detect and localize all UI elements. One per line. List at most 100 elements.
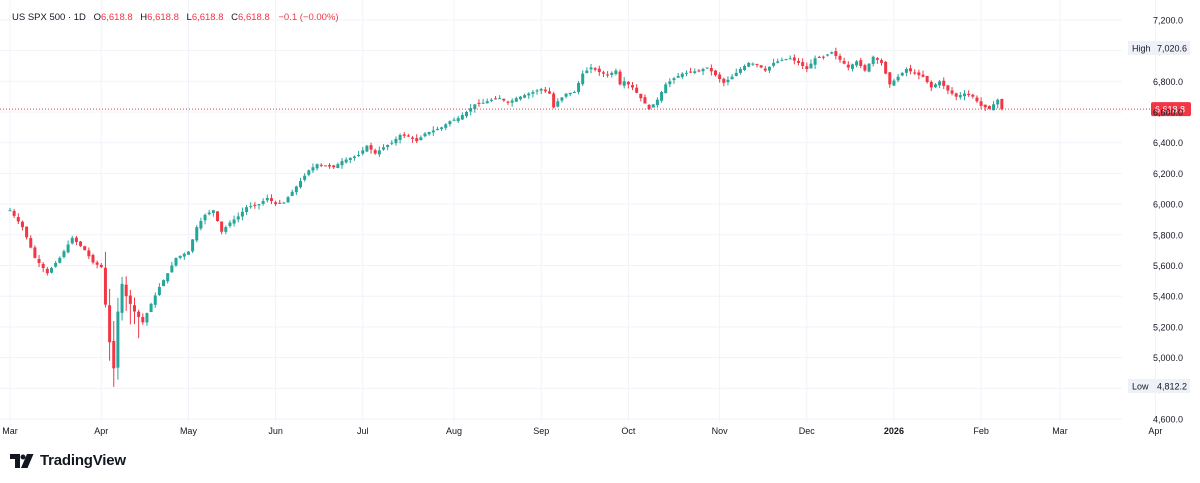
candle-down bbox=[373, 150, 377, 154]
candle-down bbox=[801, 62, 805, 66]
time-tick-label: Dec bbox=[799, 426, 816, 436]
candle-down bbox=[133, 305, 136, 312]
price-tick-label: 6,800.0 bbox=[1153, 77, 1183, 87]
candle-up bbox=[203, 214, 207, 221]
candle-up bbox=[211, 210, 215, 213]
candle-down bbox=[884, 61, 888, 74]
candle-up bbox=[651, 104, 655, 108]
open-label: O bbox=[93, 12, 101, 23]
last-price-badge bbox=[1151, 102, 1191, 117]
candle-down bbox=[631, 85, 634, 88]
candle-up bbox=[622, 81, 626, 86]
price-tick-label: 7,200.0 bbox=[1153, 15, 1183, 25]
candle-down bbox=[954, 93, 958, 97]
candle-down bbox=[834, 51, 838, 56]
time-tick-label: Apr bbox=[94, 426, 108, 436]
candle-up bbox=[149, 303, 153, 312]
candle-down bbox=[597, 68, 601, 73]
price-tick-label: 6,400.0 bbox=[1153, 138, 1183, 148]
candle-up bbox=[361, 150, 365, 154]
candle-up bbox=[531, 92, 535, 94]
price-axis[interactable]: 7,200.07,000.06,800.06,600.06,400.06,200… bbox=[1153, 15, 1183, 424]
candle-up bbox=[191, 239, 195, 252]
candle-down bbox=[220, 221, 224, 232]
low-value: 6,618.8 bbox=[191, 12, 224, 23]
candle-up bbox=[228, 222, 232, 227]
candle-up bbox=[116, 311, 120, 368]
candle-up bbox=[365, 145, 369, 152]
candle-down bbox=[838, 56, 842, 60]
candle-up bbox=[465, 112, 468, 117]
price-tick-label: 6,200.0 bbox=[1153, 169, 1183, 179]
candle-down bbox=[253, 204, 257, 206]
symbol-title[interactable]: US SPX 500 · 1D bbox=[12, 12, 86, 23]
time-tick-label: Feb bbox=[973, 426, 989, 436]
candle-up bbox=[813, 58, 817, 65]
candle-up bbox=[933, 84, 937, 88]
candle-up bbox=[498, 98, 502, 100]
candle-down bbox=[875, 58, 879, 60]
candle-up bbox=[705, 67, 709, 69]
candle-up bbox=[809, 63, 813, 69]
candle-down bbox=[20, 221, 24, 228]
candle-up bbox=[157, 286, 161, 295]
candle-up bbox=[195, 227, 199, 241]
candle-down bbox=[502, 98, 506, 101]
low-marker-badge bbox=[1128, 379, 1190, 393]
candle-down bbox=[25, 226, 29, 238]
candle-up bbox=[560, 97, 564, 101]
candle-down bbox=[921, 74, 925, 77]
candle-up bbox=[830, 52, 834, 54]
candle-down bbox=[606, 74, 610, 76]
last-price-label: 6,618.8 bbox=[1155, 105, 1185, 115]
time-tick-label: Jul bbox=[357, 426, 369, 436]
time-tick-label: Mar bbox=[1052, 426, 1068, 436]
high-value: 6,618.8 bbox=[147, 12, 179, 23]
candle-up bbox=[772, 62, 776, 66]
candle-up bbox=[564, 93, 568, 97]
candle-down bbox=[714, 70, 717, 76]
candle-up bbox=[448, 121, 452, 125]
candle-down bbox=[913, 72, 917, 74]
candle-up bbox=[282, 202, 286, 204]
candle-down bbox=[917, 72, 921, 76]
candle-down bbox=[548, 91, 551, 94]
candle-up bbox=[568, 92, 572, 95]
candle-down bbox=[494, 98, 498, 100]
candle-up bbox=[348, 158, 352, 161]
candle-up bbox=[743, 65, 747, 70]
time-axis[interactable]: Mar Apr May Jun Jul Aug Sep Oct Nov Dec 2026 Feb Mar… bbox=[2, 426, 1162, 436]
candle-up bbox=[767, 66, 771, 71]
candle-down bbox=[909, 68, 913, 72]
candle-down bbox=[967, 93, 971, 96]
candle-down bbox=[639, 93, 643, 99]
high-low-markers: High 7,020.6 Low 4,812.2 bbox=[1128, 41, 1190, 393]
open-value: 6,618.8 bbox=[100, 12, 133, 23]
candle-down bbox=[477, 102, 481, 104]
candle-down bbox=[983, 104, 987, 108]
candle-up bbox=[855, 61, 859, 66]
candle-up bbox=[419, 137, 423, 141]
time-tick-label: Aug bbox=[446, 426, 462, 436]
candle-down bbox=[37, 259, 41, 263]
price-tick-label: 6,600.0 bbox=[1153, 108, 1183, 118]
candle-up bbox=[589, 67, 593, 70]
candle-down bbox=[987, 106, 991, 109]
candle-down bbox=[406, 135, 410, 137]
tradingview-logo[interactable]: TradingView bbox=[10, 452, 126, 469]
candle-up bbox=[265, 197, 269, 201]
candle-up bbox=[900, 72, 904, 76]
candle-up bbox=[62, 251, 66, 258]
candle-up bbox=[996, 99, 1000, 105]
price-tick-label: 5,000.0 bbox=[1153, 353, 1183, 363]
candle-up bbox=[585, 70, 589, 74]
time-tick-label: Jun bbox=[268, 426, 283, 436]
candle-up bbox=[684, 72, 688, 74]
candle-up bbox=[664, 84, 668, 94]
candle-up bbox=[672, 78, 676, 81]
candle-down bbox=[643, 97, 647, 104]
candle-down bbox=[274, 202, 278, 205]
low-label: L bbox=[186, 12, 192, 23]
candle-up bbox=[224, 227, 228, 232]
